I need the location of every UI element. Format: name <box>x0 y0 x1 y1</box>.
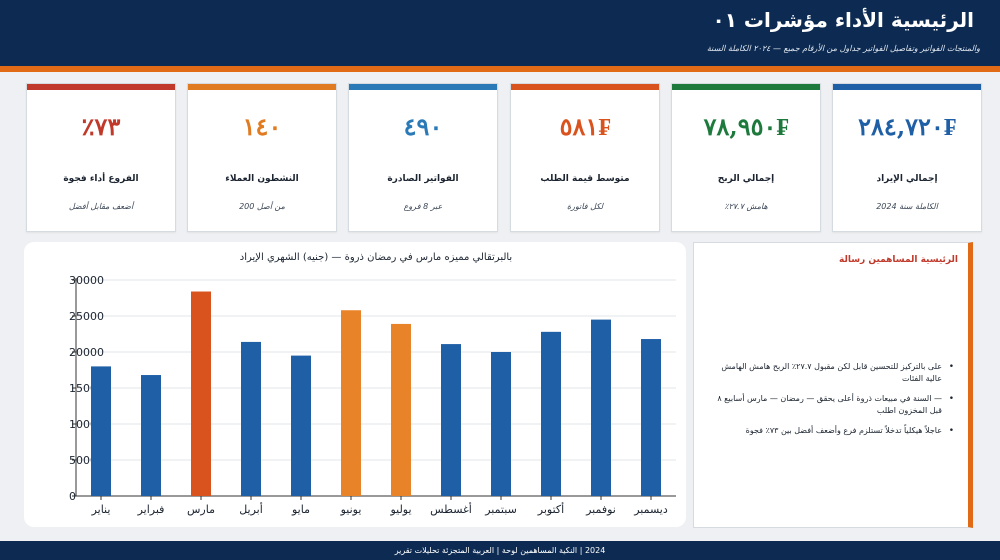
kpi-value: ₣٢٨٤,٧٢٠ <box>858 112 956 141</box>
kpi-card-branch-gap: ٧٣٪ الفروع أداء فجوة أضعف مقابل أفضل <box>26 83 176 232</box>
x-tick-label: يونيو <box>340 503 362 516</box>
kpi-label: الفروع أداء فجوة <box>63 174 139 184</box>
x-tick-label: سبتمبر <box>484 503 517 516</box>
kpi-label: متوسط قيمة الطلب <box>540 174 630 184</box>
x-tick-label: يوليو <box>389 503 411 516</box>
message-point: — السنة في مبيعات ذروة أعلى يحقق — رمضان… <box>708 393 954 417</box>
message-list: على بالتركيز للتحسين قابل لكن مقبول ٢٧.٧… <box>708 361 954 445</box>
x-tick-label: يناير <box>91 503 111 516</box>
kpi-note: عبر 8 فروع <box>403 202 443 211</box>
x-tick-label: ديسمبر <box>633 503 668 516</box>
y-tick-label: 20000 <box>69 346 104 359</box>
kpi-card-invoices: ٤٩٠ الفواتير الصادرة عبر 8 فروع <box>348 83 498 232</box>
kpi-label: إجمالي الإيراد <box>876 174 938 184</box>
kpi-note: هامش ٢٧.٧٪ <box>724 202 768 211</box>
kpi-value: ₣٧٨,٩٥٠ <box>703 112 789 141</box>
kpi-card-avg-order: ₣٥٨١ متوسط قيمة الطلب لكل فاتورة <box>510 83 660 232</box>
kpi-value: ₣٥٨١ <box>559 112 611 141</box>
x-tick-label: أبريل <box>239 502 263 516</box>
bar-0 <box>91 366 111 496</box>
bar-9 <box>541 331 561 496</box>
kpi-note: لكل فاتورة <box>566 202 604 211</box>
bar-8 <box>491 352 511 496</box>
x-tick-label: نوفمبر <box>585 503 616 516</box>
page-footer: 2024 | النكية المساهمين لوحة | العربية ا… <box>0 541 1000 560</box>
kpi-label: الفواتير الصادرة <box>387 174 459 184</box>
kpi-card-revenue: ₣٢٨٤,٧٢٠ إجمالي الإيراد الكاملة سنة 2024 <box>832 83 982 232</box>
kpi-label: إجمالي الربح <box>717 174 775 184</box>
x-tick-label: أغسطس <box>430 502 472 516</box>
bar-3 <box>241 341 261 496</box>
x-tick-label: أكتوبر <box>537 502 564 516</box>
kpi-accent-bar <box>672 84 820 90</box>
page-subtitle: والمنتجات الفواتير وتفاصيل الفواتير جداو… <box>706 44 980 53</box>
kpi-accent-bar <box>188 84 336 90</box>
kpi-note: من أصل 200 <box>239 202 285 211</box>
kpi-card-active-customers: ١٤٠ النشطون العملاء من أصل 200 <box>187 83 337 232</box>
x-tick-label: فبراير <box>137 503 165 516</box>
bar-11 <box>641 339 661 496</box>
kpi-note: الكاملة سنة 2024 <box>876 202 938 211</box>
kpi-accent-bar <box>27 84 175 90</box>
page-header: الرئيسية الأداء مؤشرات ٠١ والمنتجات الفو… <box>0 0 1000 66</box>
y-tick-label: 30000 <box>69 274 104 287</box>
kpi-value: ٧٣٪ <box>81 112 121 141</box>
bar-7 <box>441 344 461 496</box>
revenue-bar-chart: بالبرتقالي مميزه مارس في رمضان ذروة — (ج… <box>69 252 676 516</box>
kpi-label: النشطون العملاء <box>225 174 299 184</box>
header-accent-stripe <box>0 66 1000 72</box>
x-tick-label: مايو <box>291 503 310 516</box>
message-title: الرئيسية المساهمين رسالة <box>838 255 958 265</box>
kpi-value: ١٤٠ <box>242 112 282 141</box>
kpi-row: ₣٢٨٤,٧٢٠ إجمالي الإيراد الكاملة سنة 2024… <box>26 83 982 232</box>
kpi-note: أضعف مقابل أفضل <box>68 202 134 211</box>
kpi-card-profit: ₣٧٨,٩٥٠ إجمالي الربح هامش ٢٧.٧٪ <box>671 83 821 232</box>
chart-title: بالبرتقالي مميزه مارس في رمضان ذروة — (ج… <box>240 252 512 263</box>
y-tick-label: 0 <box>69 490 76 503</box>
kpi-accent-bar <box>511 84 659 90</box>
y-tick-label: 25000 <box>69 310 104 323</box>
bar-2 <box>191 291 211 496</box>
shareholder-message-card: الرئيسية المساهمين رسالة على بالتركيز لل… <box>693 242 973 528</box>
kpi-accent-bar <box>349 84 497 90</box>
bar-5 <box>341 310 361 496</box>
bar-10 <box>591 319 611 496</box>
bar-4 <box>291 355 311 496</box>
page-title: الرئيسية الأداء مؤشرات ٠١ <box>712 8 974 32</box>
bar-6 <box>391 323 411 496</box>
message-point: عاجلاً هيكلياً تدخلاً تستلزم فرع وأضعف أ… <box>708 425 954 437</box>
bar-1 <box>141 375 161 496</box>
x-tick-label: مارس <box>187 503 215 516</box>
revenue-chart-card: بالبرتقالي مميزه مارس في رمضان ذروة — (ج… <box>24 242 686 527</box>
message-point: على بالتركيز للتحسين قابل لكن مقبول ٢٧.٧… <box>708 361 954 385</box>
kpi-accent-bar <box>833 84 981 90</box>
kpi-value: ٤٩٠ <box>403 112 443 141</box>
